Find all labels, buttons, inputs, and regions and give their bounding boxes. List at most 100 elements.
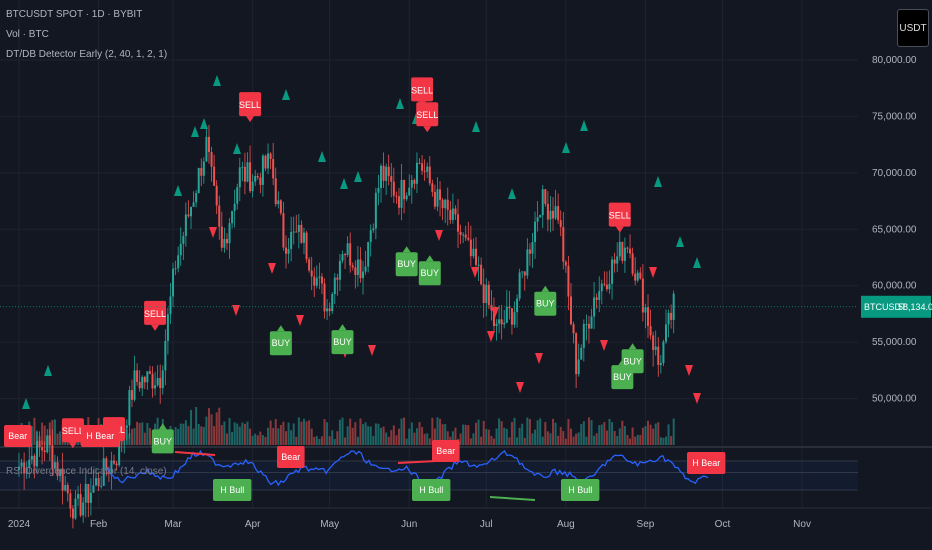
volume-bar	[580, 424, 583, 445]
candle-body	[195, 192, 198, 203]
candle-body	[485, 284, 488, 304]
volume-bar	[380, 427, 383, 445]
candle-body	[469, 239, 472, 257]
volume-bar	[267, 427, 270, 445]
volume-bar	[136, 421, 139, 445]
symbol-legend[interactable]: BTCUSDT SPOT · 1D · BYBIT	[6, 9, 143, 20]
volume-bar	[128, 433, 131, 445]
volume-bar	[256, 435, 259, 445]
badge-pointer	[276, 325, 285, 332]
candle-body	[53, 462, 56, 469]
currency-button[interactable]: USDT	[897, 9, 929, 47]
volume-bar	[187, 426, 190, 445]
time-tick-label: Feb	[90, 519, 108, 530]
volume-bar	[346, 426, 349, 445]
signal-labels[interactable]: SELL SELL SELL SELL SELL BUY BUY BUY BUY BUY BUY BU…	[62, 77, 644, 454]
down-triangle-icon	[491, 307, 499, 318]
down-triangle-icon	[487, 331, 495, 342]
candle-body	[457, 214, 460, 232]
candle-body	[544, 189, 547, 204]
volume-bar	[428, 438, 431, 445]
candle-body	[349, 243, 352, 266]
time-tick-label: Jun	[401, 519, 417, 530]
volume-bar	[626, 435, 629, 445]
volume-bar	[423, 433, 426, 445]
candle-body	[125, 425, 128, 428]
candle-body	[495, 323, 498, 326]
rsi-label-text: H Bull	[419, 485, 443, 495]
volume-bar	[310, 428, 313, 445]
volume-bar	[526, 417, 529, 445]
badge-pointer	[338, 324, 347, 331]
volume-bar	[207, 408, 210, 445]
sell-signal	[608, 202, 631, 227]
volume-bar	[598, 425, 601, 445]
volume-bar	[600, 424, 603, 445]
time-tick-label: Jul	[480, 519, 493, 530]
candle-body	[410, 180, 413, 188]
candle-body	[154, 385, 157, 389]
rsi-legend[interactable]: RSI Divergence Indicator (14, close)	[6, 466, 167, 477]
price-tick-label: 75,000.00	[872, 111, 917, 122]
volume-bar	[392, 425, 395, 445]
up-triangle-icon	[191, 126, 199, 137]
price-tick-label: 80,000.00	[872, 55, 917, 66]
indicator-legend[interactable]: DT/DB Detector Early (2, 40, 1, 2, 1)	[6, 49, 168, 60]
candle-body	[231, 210, 234, 224]
volume-bar	[43, 425, 46, 445]
candle-body	[498, 319, 501, 324]
candle-body	[233, 203, 236, 211]
volume-bar	[421, 427, 424, 445]
candle-body	[421, 163, 424, 171]
candle-body	[338, 260, 341, 280]
badge-pointer	[402, 246, 411, 253]
price-axis[interactable]: 50,000.00 55,000.00 60,000.00 65,000.00 70,0…	[872, 55, 917, 405]
candle-body	[20, 462, 23, 467]
volume-bar	[444, 424, 447, 445]
volume-bar	[552, 418, 555, 445]
down-triangle-icon	[516, 382, 524, 393]
candlestick-series[interactable]	[18, 124, 675, 529]
volume-bar	[659, 437, 662, 445]
candle-body	[310, 270, 313, 277]
volume-bar	[590, 420, 593, 445]
rsi-label-text: Bear	[281, 452, 300, 462]
candle-body	[200, 167, 203, 176]
badge-text: SELL	[416, 110, 438, 120]
volume-bar	[546, 431, 549, 445]
down-triangle-icon	[600, 340, 608, 351]
candle-body	[151, 373, 154, 389]
candle-body	[182, 235, 185, 244]
volume-bar	[282, 421, 285, 445]
down-triangle-icon	[693, 393, 701, 404]
candle-body	[462, 234, 465, 236]
candle-body	[670, 312, 673, 320]
candle-body	[403, 180, 406, 200]
candle-body	[464, 234, 467, 238]
candle-body	[89, 492, 92, 503]
up-triangle-icon	[354, 171, 362, 182]
candle-body	[92, 485, 95, 493]
badge-text: SELL	[609, 211, 631, 221]
candle-body	[634, 273, 637, 281]
candle-body	[115, 463, 118, 466]
candle-body	[454, 208, 457, 215]
candle-body	[277, 200, 280, 205]
candle-body	[323, 283, 326, 312]
candle-body	[439, 189, 442, 200]
volume-bar	[385, 432, 388, 445]
volume-bar	[611, 422, 614, 445]
candle-body	[295, 231, 298, 233]
volume-legend[interactable]: Vol · BTC	[6, 29, 49, 40]
buy-signal	[395, 252, 418, 277]
rsi-pane[interactable]: Bear H Bear Bear Bear H Bear H Bull H Bull H Bu…	[0, 425, 858, 501]
volume-bar	[621, 420, 624, 445]
candle-body	[647, 307, 650, 327]
volume-bar	[559, 426, 562, 445]
volume-bar	[197, 424, 200, 445]
volume-bar	[408, 428, 411, 445]
up-triangle-icon	[340, 178, 348, 189]
volume-bar	[647, 420, 650, 445]
time-axis[interactable]: 2024 Feb Mar Apr May Jun Jul Aug Sep Oct Nov	[8, 519, 811, 530]
